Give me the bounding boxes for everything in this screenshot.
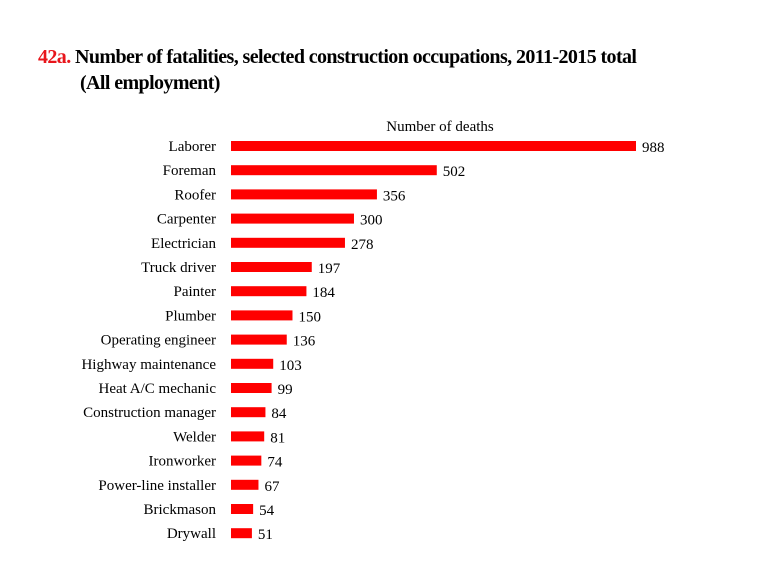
bar	[231, 141, 636, 151]
bar	[231, 286, 307, 297]
title-number: 42a.	[38, 46, 71, 68]
bar	[231, 479, 259, 490]
bar	[231, 213, 354, 224]
data-label: 502	[443, 164, 466, 180]
data-label: 356	[383, 188, 406, 204]
data-label: 54	[259, 503, 275, 519]
data-label: 136	[293, 334, 316, 350]
bar	[231, 358, 274, 369]
title-line-2: (All employment)	[80, 72, 220, 94]
category-label: Plumber	[165, 308, 216, 324]
category-label: Construction manager	[83, 405, 216, 421]
chart-title: 42a. Number of fatalities, selected cons…	[38, 44, 637, 96]
data-label: 184	[312, 285, 335, 301]
bar	[231, 407, 266, 418]
data-label: 278	[351, 237, 374, 253]
data-label: 51	[258, 527, 273, 543]
category-label: Laborer	[169, 139, 216, 155]
category-label: Painter	[174, 284, 217, 300]
category-label: Foreman	[163, 163, 217, 179]
category-label: Electrician	[151, 236, 216, 252]
category-label: Truck driver	[141, 260, 216, 276]
data-label: 103	[279, 358, 302, 374]
bar	[231, 334, 287, 345]
category-label: Heat A/C mechanic	[99, 381, 217, 397]
title-line-1: Number of fatalities, selected construct…	[75, 46, 637, 68]
category-label: Welder	[173, 429, 216, 445]
category-label: Highway maintenance	[81, 357, 216, 373]
category-label: Drywall	[167, 526, 216, 542]
bar	[231, 455, 262, 466]
data-label: 67	[264, 479, 280, 495]
data-label: 197	[318, 261, 341, 277]
bar	[231, 237, 345, 248]
category-label: Brickmason	[144, 502, 217, 518]
bar	[231, 189, 377, 200]
category-label: Ironworker	[149, 454, 216, 470]
category-label: Operating engineer	[101, 333, 216, 349]
bar	[231, 528, 252, 539]
bar	[231, 310, 293, 321]
data-label: 988	[642, 140, 665, 156]
bar	[231, 504, 254, 514]
bar	[231, 431, 265, 442]
data-label: 150	[298, 309, 321, 325]
bar	[231, 383, 272, 393]
data-label: 74	[267, 455, 283, 471]
category-label: Roofer	[174, 187, 216, 203]
data-label: 81	[270, 430, 285, 446]
data-label: 99	[278, 382, 293, 398]
category-label: Power-line installer	[98, 478, 216, 494]
bar	[231, 165, 437, 176]
data-label: 84	[271, 406, 287, 422]
data-label: 300	[360, 213, 383, 229]
x-axis-label: Number of deaths	[386, 119, 494, 135]
category-label: Carpenter	[157, 212, 216, 228]
bar	[231, 262, 312, 272]
